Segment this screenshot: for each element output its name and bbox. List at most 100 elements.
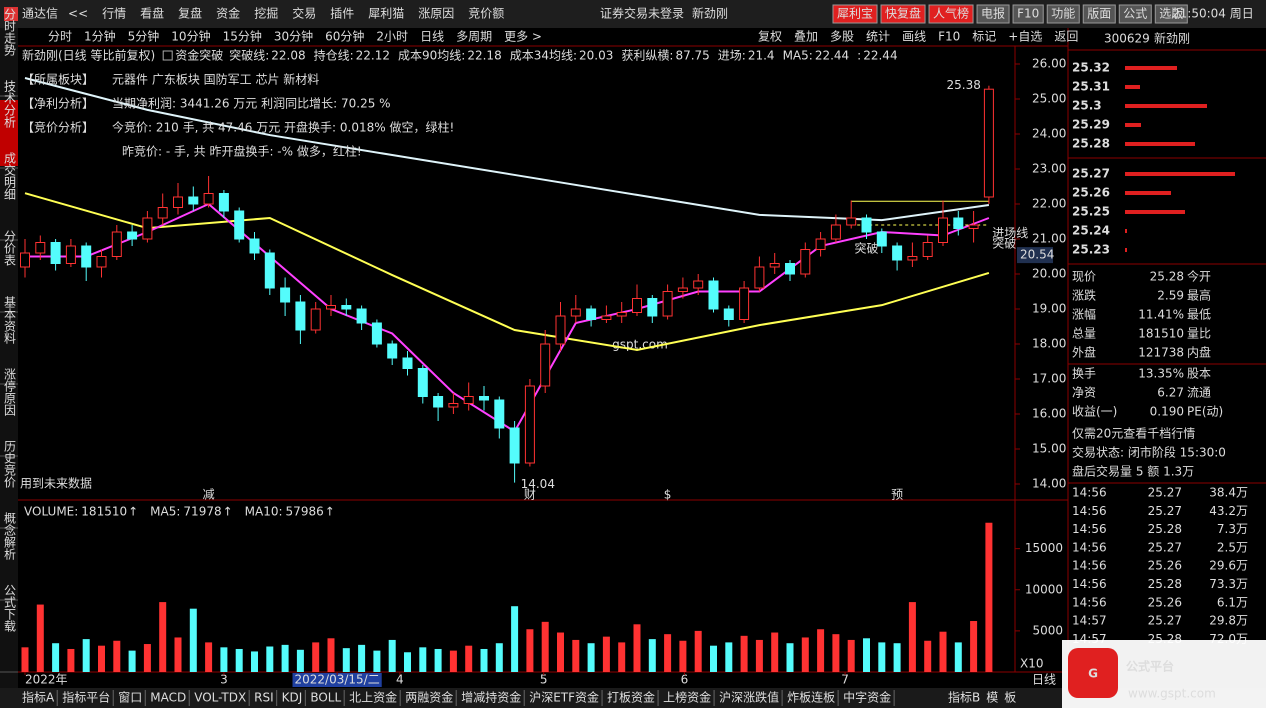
side-tab[interactable]: 成交明细 <box>3 152 17 200</box>
tool-button[interactable]: 返回 <box>1054 30 1078 44</box>
bottom-tab[interactable]: 北上资金 <box>349 690 397 705</box>
menu-item[interactable]: 涨原因 <box>418 6 454 21</box>
promo[interactable]: 仅需20元查看千档行情 <box>1072 427 1195 441</box>
menu-button[interactable] <box>976 4 1010 24</box>
side-tab[interactable]: 技术分析 <box>3 80 17 129</box>
menu-button[interactable] <box>928 4 974 24</box>
menu-item[interactable]: 交易 <box>292 6 316 21</box>
ma-line <box>24 192 990 351</box>
period-tab[interactable]: 更多 > <box>504 30 542 44</box>
tool-button[interactable]: 复权 <box>758 30 782 44</box>
menu-button[interactable] <box>832 4 878 24</box>
nav[interactable]: << <box>68 7 88 21</box>
menu-button[interactable] <box>1012 4 1044 24</box>
bottom-tab[interactable]: 窗口 <box>118 691 142 705</box>
bottom-tab[interactable]: KDJ <box>282 691 303 705</box>
book-price: 25.28 <box>1072 137 1110 151</box>
period-tab[interactable]: 日线 <box>420 30 444 44</box>
period-tab[interactable]: 30分钟 <box>274 29 313 44</box>
menu-button-label: 版面 <box>1087 7 1111 21</box>
volume-bar <box>664 634 672 672</box>
y-tick-label: 5000 <box>1032 623 1063 637</box>
candle-body <box>20 252 30 268</box>
bottom-tab[interactable]: RSI <box>254 691 274 705</box>
bottom-tab[interactable]: 模 <box>986 691 998 705</box>
bottom-tab[interactable]: 指标A <box>22 690 55 705</box>
bottom-tab[interactable]: BOLL <box>310 691 341 705</box>
bottom-tab[interactable]: 中字资金 <box>843 690 891 705</box>
info-label: 成本34均线: <box>510 49 577 63</box>
menu-button[interactable] <box>880 4 926 24</box>
date-label: 2022/03/15/二 <box>295 673 380 687</box>
chart-label: 突破 <box>992 235 1016 250</box>
menu-item[interactable]: 复盘 <box>178 6 202 21</box>
menu-item[interactable]: 犀利猫 <box>368 7 404 21</box>
y-tick-label: 21.00 <box>1032 232 1066 246</box>
stat-value: 6.27 <box>1157 386 1184 400</box>
candle-body <box>280 287 291 303</box>
side-tab[interactable]: 公式下载 <box>3 584 17 633</box>
bottom-tab[interactable]: 板 <box>1004 691 1016 705</box>
period-tab[interactable]: 多周期 <box>456 30 492 44</box>
side-tab[interactable]: 分时走势 <box>3 8 17 56</box>
candle-body <box>708 280 719 310</box>
candle-body <box>127 231 138 240</box>
bottom-tab[interactable]: 两融资金 <box>405 690 453 705</box>
menu-item[interactable]: 资金 <box>216 6 240 21</box>
volume-bar <box>312 642 320 672</box>
bottom-tab[interactable]: 上榜资金 <box>663 690 711 705</box>
tool-button[interactable]: 标记 <box>972 30 996 44</box>
menu-item[interactable]: 看盘 <box>140 6 164 21</box>
menu-button[interactable] <box>1046 4 1080 24</box>
checkbox[interactable] <box>162 50 173 61</box>
period-tab[interactable]: 分时 <box>48 30 72 44</box>
period-tab[interactable]: 2小时 <box>376 30 408 44</box>
period-tab[interactable]: 60分钟 <box>325 29 364 44</box>
stat-label: 总量 <box>1072 327 1096 341</box>
menu-item[interactable]: 插件 <box>330 7 354 21</box>
bottom-tab[interactable]: MACD <box>150 691 186 705</box>
menu-item[interactable]: 竞价额 <box>468 7 504 21</box>
y-tick-label: 18.00 <box>1032 337 1066 351</box>
bottom-tab[interactable]: 指标B <box>948 690 980 705</box>
tool-button[interactable]: 叠加 <box>794 30 818 44</box>
y-tick-label: 10000 <box>1025 582 1063 596</box>
menu-item[interactable]: 挖掘 <box>254 6 278 21</box>
side-tab[interactable]: 涨停原因 <box>3 367 17 416</box>
period-tab[interactable]: 10分钟 <box>171 29 210 44</box>
menu-button[interactable] <box>1118 4 1152 24</box>
period-tab[interactable]: 15分钟 <box>223 29 262 44</box>
side-tab[interactable]: 历史竞价 <box>3 440 17 488</box>
bottom-tab[interactable]: VOL-TDX <box>194 691 246 705</box>
period-tab[interactable]: 5分钟 <box>128 29 160 44</box>
period-tab[interactable]: 1分钟 <box>84 29 116 44</box>
tool-button[interactable]: +自选 <box>1008 30 1042 44</box>
bottom-tab[interactable]: 炸板连板 <box>787 690 835 705</box>
volume-bar <box>924 640 932 672</box>
candle-body <box>647 298 658 317</box>
volume-bar <box>832 634 840 672</box>
tool-button[interactable]: 多股 <box>830 30 854 44</box>
side-tab[interactable]: 概念解析 <box>3 512 17 561</box>
tool-button[interactable]: F10 <box>938 30 960 44</box>
bottom-tab[interactable]: 指标平台 <box>62 690 110 705</box>
bottom-tab[interactable]: 沪深ETF资金 <box>529 690 599 705</box>
volume-bar <box>495 643 503 672</box>
volume-arrow: ↑ <box>223 505 233 519</box>
volume-bar <box>557 632 564 672</box>
event-marker: 减 <box>203 488 215 502</box>
tool-button[interactable]: 画线 <box>902 30 926 44</box>
tool-button[interactable]: 统计 <box>866 30 890 44</box>
bottom-tab[interactable]: 沪深涨跌值 <box>719 690 779 705</box>
volume-arrow: ↑ <box>325 505 335 519</box>
menu-button[interactable] <box>1154 4 1188 24</box>
side-tab[interactable]: 分价表 <box>3 230 17 266</box>
menu-item[interactable]: 行情 <box>102 7 126 21</box>
candle-body <box>448 403 459 408</box>
bottom-tab[interactable]: 打板资金 <box>607 690 655 705</box>
menu-button[interactable] <box>1082 4 1116 24</box>
bottom-tab[interactable]: 增减持资金 <box>461 690 521 705</box>
cursor-price: 20.54 <box>1020 248 1054 262</box>
side-tab[interactable]: 基本资料 <box>3 296 17 344</box>
